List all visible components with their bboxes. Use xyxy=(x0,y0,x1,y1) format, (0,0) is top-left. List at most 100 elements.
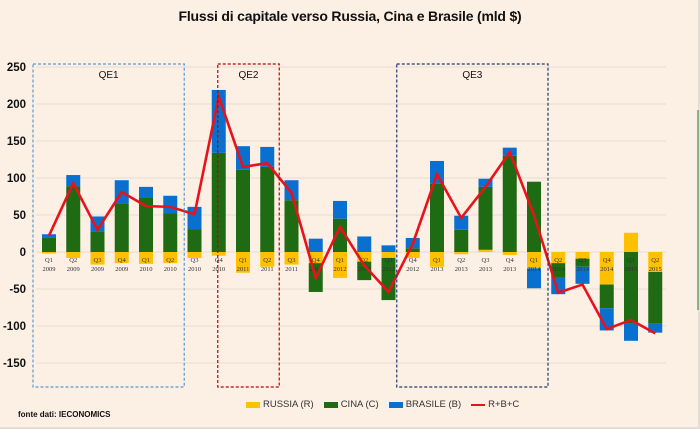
x-tick-year: 2011 xyxy=(285,266,298,273)
bar-segment-brasile xyxy=(624,323,638,341)
bar-segment-cina xyxy=(405,248,420,252)
qe-label-qe1: QE1 xyxy=(99,70,119,81)
bar-segment-cina xyxy=(624,252,638,324)
x-tick-quarter: Q4 xyxy=(506,257,515,264)
x-tick-year: 2014 xyxy=(600,266,614,273)
x-axis-ticks: Q1 2009 Q2 2009 Q3 2009 Q4 2009 Q1 2010 Q2 2010 Q3 20… xyxy=(43,257,662,273)
x-tick-quarter: Q1 xyxy=(530,257,538,264)
qe-label-qe3: QE3 xyxy=(462,70,482,81)
x-tick-year: 2012 xyxy=(406,266,419,273)
bar-segment-cina xyxy=(90,231,105,252)
bar-segment-brasile xyxy=(260,146,275,167)
bar-segment-russia xyxy=(66,252,81,258)
x-tick-quarter: Q3 xyxy=(482,257,490,264)
edge-artifact xyxy=(697,110,699,310)
legend-item-russia: RUSSIA (R) xyxy=(246,399,314,410)
bar-segment-brasile xyxy=(527,268,541,289)
bar-segment-cina xyxy=(114,203,129,252)
bar-segment-cina xyxy=(478,186,493,250)
bar-segment-cina xyxy=(575,258,590,267)
bar-segment-brasile xyxy=(42,234,56,238)
y-tick-label: -150 xyxy=(3,358,26,370)
bar-segment-russia xyxy=(502,252,517,255)
x-tick-quarter: Q2 xyxy=(263,257,271,264)
bar-segment-russia xyxy=(187,252,202,258)
legend-item-brasile: BRASILE (B) xyxy=(388,399,461,410)
bar-segment-cina xyxy=(284,200,299,252)
x-tick-quarter: Q4 xyxy=(215,257,224,264)
qe-box-qe2 xyxy=(217,63,280,388)
y-tick-label: 0 xyxy=(20,247,26,259)
x-tick-quarter: Q2 xyxy=(166,257,174,264)
x-tick-year: 2013 xyxy=(503,266,516,273)
legend-swatch-brasile xyxy=(388,401,403,408)
bar-segment-cina xyxy=(211,152,226,252)
x-tick-quarter: Q1 xyxy=(45,257,53,264)
x-tick-quarter: Q3 xyxy=(579,257,587,264)
bar-segment-brasile xyxy=(454,215,469,230)
x-tick-year: 2015 xyxy=(625,266,638,273)
bar-segment-cina xyxy=(648,271,663,324)
bar-segment-russia xyxy=(381,252,396,258)
legend-label-total: R+B+C xyxy=(488,399,520,410)
y-tick-label: 50 xyxy=(13,210,26,222)
x-tick-quarter: Q1 xyxy=(336,257,344,264)
bar-segment-russia xyxy=(648,252,663,272)
bar-segment-russia xyxy=(42,252,56,254)
bar-segment-cina xyxy=(599,284,614,309)
bar-segment-russia xyxy=(333,252,347,278)
bar-segment-russia xyxy=(284,252,299,265)
bar-segment-brasile xyxy=(90,216,105,232)
x-tick-year: 2010 xyxy=(188,266,201,273)
x-tick-quarter: Q3 xyxy=(288,257,296,264)
x-tick-year: 2014 xyxy=(528,266,542,273)
bars xyxy=(42,89,663,341)
bar-segment-cina xyxy=(236,169,250,252)
x-tick-year: 2012 xyxy=(334,266,347,273)
x-tick-year: 2013 xyxy=(455,266,468,273)
legend-swatch-russia xyxy=(246,401,260,408)
qe-label-qe2: QE2 xyxy=(238,70,258,81)
x-tick-quarter: Q2 xyxy=(457,257,465,264)
y-axis-ticks: 250 200 150 100 50 0 -50 -100 -150 xyxy=(3,62,26,370)
x-tick-year: 2010 xyxy=(164,266,177,273)
x-tick-quarter: Q1 xyxy=(239,257,247,264)
legend-item-cina: CINA (C) xyxy=(323,399,379,410)
bar-segment-cina xyxy=(502,155,517,252)
x-tick-year: 2010 xyxy=(212,266,225,273)
x-tick-quarter: Q4 xyxy=(118,257,127,264)
bar-segment-cina xyxy=(139,197,153,252)
legend-label-russia: RUSSIA (R) xyxy=(263,399,314,410)
bar-segment-russia xyxy=(211,252,226,256)
bar-segment-brasile xyxy=(648,323,663,333)
bar-segment-brasile xyxy=(308,238,323,252)
x-tick-year: 2014 xyxy=(576,266,590,273)
bar-segment-brasile xyxy=(139,186,153,198)
x-tick-quarter: Q1 xyxy=(627,257,635,264)
qe-box-qe1 xyxy=(32,63,185,388)
bar-segment-cina xyxy=(357,261,372,281)
bar-segment-russia xyxy=(260,252,275,267)
bar-segment-brasile xyxy=(284,180,299,201)
bar-segment-cina xyxy=(66,186,81,252)
bar-segment-russia xyxy=(357,252,372,262)
bar-segment-brasile xyxy=(163,195,178,214)
bar-segment-brasile xyxy=(333,200,347,219)
bar-segment-cina xyxy=(260,166,275,252)
x-tick-quarter: Q2 xyxy=(69,257,77,264)
y-tick-label: 150 xyxy=(7,136,26,148)
bar-segment-russia xyxy=(90,252,105,265)
qe-annotations: QE1 QE2 QE3 xyxy=(32,63,549,388)
bar-segment-cina xyxy=(163,213,178,252)
bar-segment-brasile xyxy=(236,146,250,170)
chart-title: Flussi di capitale verso Russia, Cina e … xyxy=(178,8,522,24)
x-tick-quarter: Q1 xyxy=(142,257,150,264)
y-tick-label: -50 xyxy=(9,284,26,296)
x-tick-quarter: Q1 xyxy=(433,257,441,264)
x-tick-quarter: Q2 xyxy=(651,257,659,264)
x-tick-year: 2010 xyxy=(140,266,153,273)
x-tick-year: 2013 xyxy=(431,266,444,273)
x-tick-quarter: Q3 xyxy=(385,257,393,264)
